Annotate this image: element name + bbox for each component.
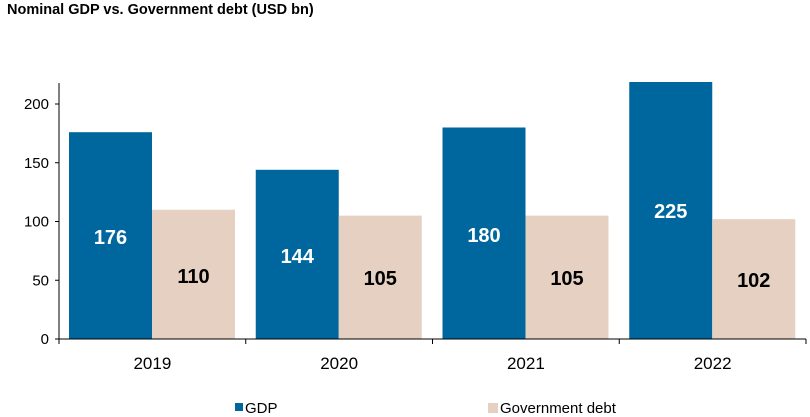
legend-label-gdp: GDP [245, 400, 278, 417]
data-label: 105 [364, 268, 397, 290]
data-label: 180 [467, 225, 500, 247]
bars-layer [69, 82, 796, 339]
axes-layer: 0 50 100 150 200 2019 2020 2021 2022 [24, 83, 807, 373]
y-tick-label: 50 [32, 272, 49, 289]
x-tick-label: 2022 [694, 354, 732, 373]
bar-debt-2021 [525, 215, 609, 339]
legend-swatch-gdp [235, 403, 243, 411]
legend-label-debt: Government debt [500, 400, 617, 417]
x-tick-label: 2021 [507, 354, 545, 373]
bar-debt-2022 [712, 219, 796, 339]
bar-gdp-2022 [629, 82, 713, 339]
chart-title: Nominal GDP vs. Government debt (USD bn) [7, 2, 314, 18]
y-tick-label: 150 [24, 155, 49, 172]
legend-swatch-debt [488, 403, 498, 413]
data-labels-layer: 176 110 144 105 180 105 225 102 [94, 201, 771, 292]
data-label: 110 [177, 266, 209, 288]
data-label: 225 [654, 201, 687, 223]
legend: GDP Government debt [235, 400, 617, 417]
x-tick-label: 2020 [320, 354, 358, 373]
y-tick-label: 0 [41, 331, 49, 348]
bar-debt-2020 [338, 215, 422, 339]
bar-gdp-2020 [255, 169, 339, 339]
y-tick-label: 200 [24, 96, 49, 113]
bar-gdp-2021 [442, 127, 526, 339]
data-label: 105 [550, 268, 583, 290]
data-label: 144 [281, 246, 315, 268]
bar-debt-2019 [152, 209, 235, 339]
data-label: 176 [94, 227, 127, 249]
data-label: 102 [737, 270, 770, 292]
bar-gdp-2019 [69, 132, 152, 339]
x-tick-label: 2019 [133, 354, 171, 373]
y-tick-label: 100 [24, 214, 49, 231]
